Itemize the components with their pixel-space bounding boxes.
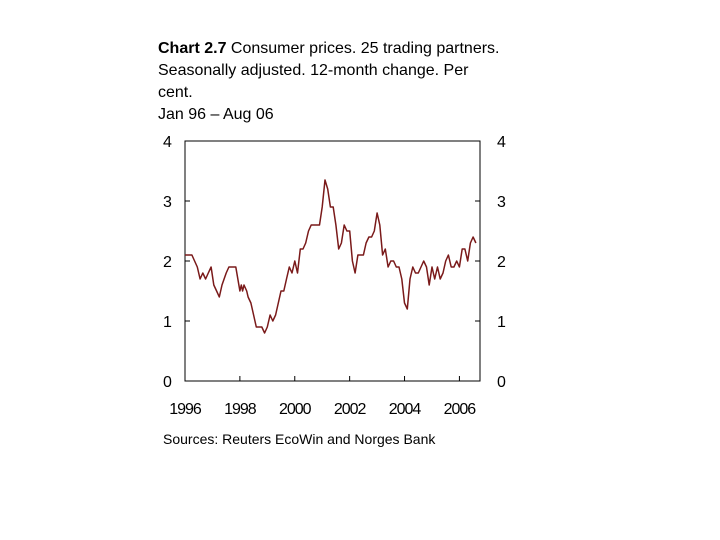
x-tick-label: 2002	[334, 401, 367, 418]
chart-description: Consumer prices. 25 trading partners. Se…	[158, 40, 500, 101]
y-tick-label-right: 4	[497, 134, 506, 151]
y-axis-right: 0 1 2 3 4	[475, 134, 506, 391]
x-tick-label: 2004	[389, 401, 422, 418]
source-note: Sources: Reuters EcoWin and Norges Bank	[163, 431, 436, 447]
chart-number: Chart 2.7	[158, 40, 227, 57]
y-tick-label-left: 0	[163, 374, 172, 391]
chart-period: Jan 96 – Aug 06	[158, 106, 274, 123]
y-axis-left: 0 1 2 3 4	[163, 134, 190, 391]
x-tick-label: 1996	[169, 401, 202, 418]
y-tick-label-left: 1	[163, 314, 172, 331]
x-tick-label: 2006	[444, 401, 477, 418]
y-tick-label-right: 1	[497, 314, 506, 331]
y-tick-label-right: 0	[497, 374, 506, 391]
y-tick-label-left: 4	[163, 134, 172, 151]
plot-frame	[184, 140, 481, 382]
y-tick-label-left: 3	[163, 194, 172, 211]
x-tick-label: 1998	[224, 401, 257, 418]
y-tick-label-left: 2	[163, 254, 172, 271]
y-tick-label-right: 3	[497, 194, 506, 211]
x-tick-label: 2000	[279, 401, 312, 418]
chart-title: Chart 2.7 Consumer prices. 25 trading pa…	[158, 38, 503, 126]
y-tick-label-right: 2	[497, 254, 506, 271]
series-line	[185, 179, 477, 334]
x-axis: 1996 1998 2000 2002 2004 2006	[169, 376, 477, 418]
